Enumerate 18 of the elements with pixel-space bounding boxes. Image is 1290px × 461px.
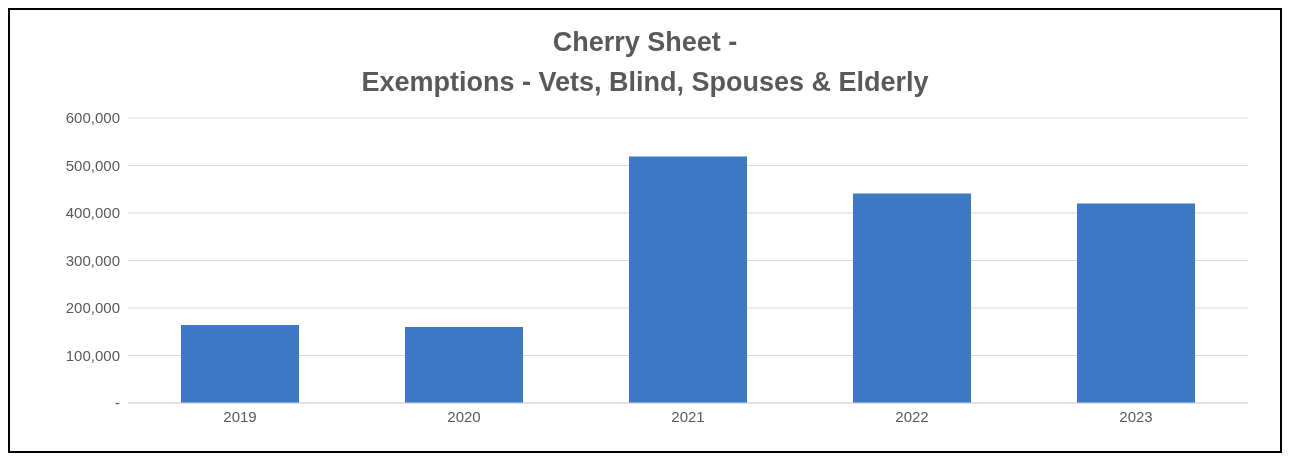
y-tick-label: 400,000 bbox=[65, 204, 120, 222]
bar bbox=[1077, 203, 1195, 403]
x-tick-label: 2023 bbox=[1119, 407, 1153, 425]
y-tick-label: 500,000 bbox=[65, 156, 120, 174]
y-tick-label: 600,000 bbox=[65, 109, 120, 127]
bar bbox=[853, 193, 971, 403]
chart-title: Cherry Sheet - Exemptions - Vets, Blind, Spouses & Elderly bbox=[360, 26, 930, 99]
x-tick-label: 2020 bbox=[447, 407, 481, 425]
bar bbox=[181, 325, 299, 403]
y-tick-label: 300,000 bbox=[65, 251, 120, 269]
bar bbox=[629, 156, 747, 403]
y-tick-label: 100,000 bbox=[65, 346, 120, 364]
x-tick-label: 2022 bbox=[895, 407, 929, 425]
y-tick-label: - bbox=[115, 394, 120, 412]
x-tick-label: 2021 bbox=[671, 407, 705, 425]
y-tick-label: 200,000 bbox=[65, 299, 120, 317]
x-tick-label: 2019 bbox=[223, 407, 257, 425]
bar bbox=[405, 327, 523, 403]
